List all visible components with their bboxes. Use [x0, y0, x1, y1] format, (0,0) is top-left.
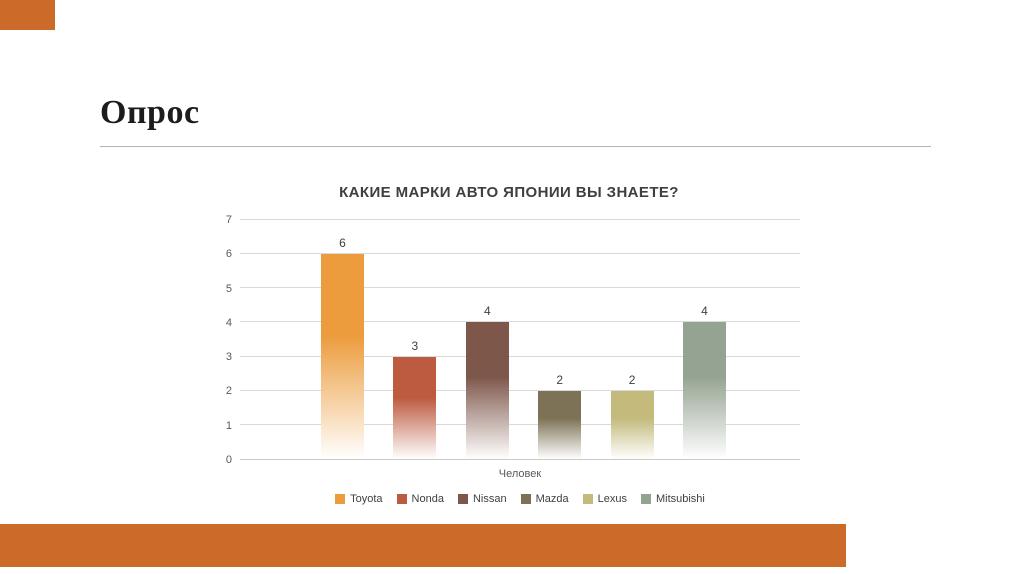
- bars-row: 6 3 4 2 2 4: [240, 220, 800, 459]
- y-tick-label: 1: [225, 419, 232, 432]
- legend-item-lexus: Lexus: [582, 493, 627, 505]
- bar-value-label: 4: [701, 304, 708, 319]
- gridline: [240, 219, 800, 220]
- legend-swatch: [582, 494, 593, 504]
- bar-toyota: [321, 254, 364, 459]
- legend-label: Lexus: [597, 493, 627, 505]
- gridline: [240, 253, 800, 255]
- chart-title: КАКИЕ МАРКИ АВТО ЯПОНИИ ВЫ ЗНАЕТЕ?: [339, 184, 679, 201]
- plot-area: 6 3 4 2 2 4: [240, 219, 800, 460]
- legend-label: Nissan: [472, 493, 507, 505]
- bar-value-label: 6: [339, 236, 346, 251]
- bar-mitsubishi: [682, 322, 726, 459]
- slide-title: Опрос: [100, 94, 200, 131]
- x-axis-label: Человек: [498, 468, 542, 480]
- bar-lexus: [610, 390, 654, 459]
- bottom-accent-bar: [0, 524, 846, 567]
- bar-group-nonda: 3: [393, 220, 437, 459]
- legend-swatch: [396, 494, 407, 504]
- gridline: [240, 321, 800, 323]
- bar-group-toyota: 6: [321, 220, 364, 459]
- bar-group-lexus: 2: [610, 220, 654, 459]
- bar-chart: КАКИЕ МАРКИ АВТО ЯПОНИИ ВЫ ЗНАЕТЕ? 0 1 2 3 4…: [218, 184, 800, 505]
- legend-swatch: [640, 494, 651, 504]
- y-tick-label: 2: [225, 385, 232, 398]
- legend-item-nissan: Nissan: [457, 493, 507, 505]
- bar-value-label: 3: [411, 338, 419, 353]
- legend-item-mazda: Mazda: [520, 493, 569, 505]
- y-tick-label: 7: [225, 214, 232, 226]
- gridline: [240, 423, 800, 425]
- y-tick-label: 6: [225, 248, 232, 261]
- bar-mazda: [538, 390, 582, 459]
- legend-swatch: [520, 494, 531, 504]
- gridline: [240, 287, 800, 289]
- legend-swatch: [335, 494, 346, 504]
- title-divider: [100, 146, 931, 147]
- bar-group-nissan: 4: [465, 220, 509, 459]
- bar-value-label: 4: [483, 304, 491, 319]
- y-tick-label: 0: [225, 454, 232, 466]
- bar-nonda: [393, 356, 437, 459]
- y-tick-label: 5: [225, 282, 232, 295]
- y-tick-label: 3: [225, 351, 232, 364]
- legend-label: Nonda: [411, 493, 444, 505]
- legend-label: Toyota: [350, 493, 383, 505]
- bar-nissan: [465, 322, 509, 459]
- legend-item-toyota: Toyota: [335, 493, 383, 505]
- legend-label: Mazda: [535, 493, 569, 505]
- gridline: [240, 355, 800, 357]
- bar-value-label: 2: [556, 372, 564, 387]
- chart-legend: Toyota Nonda Nissan Mazda Lexus Mitsubishi: [218, 493, 800, 505]
- legend-label: Mitsubishi: [655, 493, 705, 505]
- legend-item-mitsubishi: Mitsubishi: [640, 493, 705, 505]
- y-tick-label: 4: [225, 316, 232, 329]
- bar-group-mitsubishi: 4: [682, 220, 726, 459]
- bar-value-label: 2: [628, 372, 636, 387]
- gridline: [240, 389, 800, 391]
- legend-item-nonda: Nonda: [396, 493, 444, 505]
- bar-group-mazda: 2: [538, 220, 582, 459]
- legend-swatch: [457, 494, 468, 504]
- plot-row: 0 1 2 3 4 5 6 7 6 3 4 2 2 4: [218, 214, 800, 466]
- y-axis: 0 1 2 3 4 5 6 7: [218, 214, 240, 466]
- top-left-accent-bar: [0, 0, 55, 30]
